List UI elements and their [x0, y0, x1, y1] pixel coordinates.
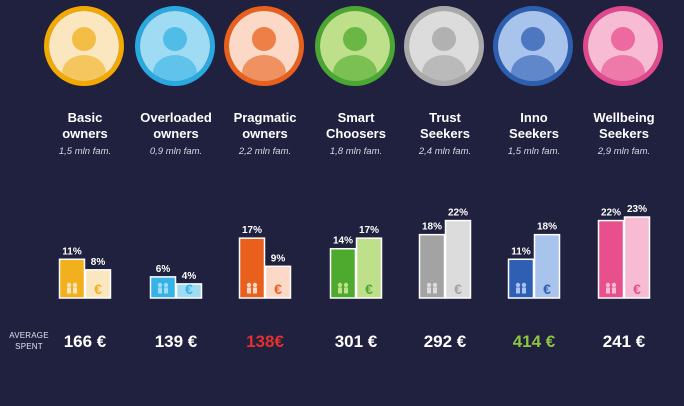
bar-value-label: 17% [242, 225, 262, 236]
segment-avatar [224, 6, 304, 86]
share-bar-owners [58, 258, 86, 299]
bar-value-label: 17% [359, 225, 379, 236]
owner-icon [337, 282, 349, 294]
share-bar-spend [533, 233, 561, 299]
average-spent-value: 139 € [154, 332, 198, 351]
bar-value-label: 4% [182, 271, 197, 282]
svg-text:€: € [365, 281, 373, 297]
bar-value-label: 22% [448, 208, 468, 219]
bar-value-label: 11% [62, 246, 82, 257]
segment-bars: 18% 22% € [400, 190, 490, 302]
share-bar-owners [238, 237, 266, 299]
average-label-line: AVERAGE [9, 331, 49, 340]
segment-column: Overloaded owners 0,9 mln fam. 6% 4% €139 € [131, 0, 221, 406]
owner-icon [246, 282, 258, 294]
segment-bars: 17% 9% € [220, 190, 310, 302]
spent-label-line: SPENT [15, 342, 43, 351]
segment-column: Inno Seekers 1,5 mln fam. 11% 18% €414 € [489, 0, 579, 406]
segment-name: Wellbeing Seekers [593, 110, 655, 141]
svg-text:€: € [94, 281, 102, 297]
euro-icon: € [633, 281, 641, 297]
share-bar-spend [264, 265, 292, 299]
bar-value-label: 14% [333, 236, 353, 247]
segment-families: 1,5 mln fam. [58, 146, 112, 157]
share-bar-spend [355, 237, 383, 299]
euro-icon: € [454, 281, 462, 297]
share-bar-owners [329, 247, 357, 299]
owner-icon [605, 282, 617, 294]
owner-icon [157, 282, 169, 294]
owner-icon [426, 282, 438, 294]
euro-icon: € [94, 281, 102, 297]
average-spent-label: AVERAGE SPENT [0, 330, 58, 352]
bar-value-label: 9% [271, 253, 286, 264]
svg-text:€: € [454, 281, 462, 297]
euro-icon: € [274, 281, 282, 297]
segment-families: 0,9 mln fam. [149, 146, 203, 157]
segment-avatar [404, 6, 484, 86]
segment-avatar [44, 6, 124, 86]
bar-value-label: 23% [627, 204, 647, 215]
segment-avatar [583, 6, 663, 86]
segment-avatar [493, 6, 573, 86]
segment-families: 1,8 mln fam. [329, 146, 383, 157]
segment-name: Trust Seekers [420, 110, 470, 141]
bar-value-label: 18% [422, 222, 442, 233]
segment-bars: 11% 18% € [489, 190, 579, 302]
average-spent-value: 292 € [423, 332, 467, 351]
segment-bars: 22% 23% € [579, 190, 669, 302]
bar-value-label: 18% [537, 222, 557, 233]
svg-text:€: € [185, 281, 193, 297]
svg-text:€: € [274, 281, 282, 297]
segment-column: Pragmatic owners 2,2 mln fam. 17% 9% €138€ [220, 0, 310, 406]
segment-column: Trust Seekers 2,4 mln fam. 18% 22% €292 € [400, 0, 490, 406]
share-bar-spend [175, 283, 203, 299]
segment-bars: 6% 4% € [131, 190, 221, 302]
segment-column: Basic owners 1,5 mln fam. 11% 8% €166 € [40, 0, 130, 406]
bar-value-label: 11% [511, 246, 531, 257]
segment-name: Inno Seekers [509, 110, 559, 141]
share-bar-owners [507, 258, 535, 299]
segment-avatar [315, 6, 395, 86]
owner-icon [66, 282, 78, 294]
segment-bars: 11% 8% € [40, 190, 130, 302]
euro-icon: € [185, 281, 193, 297]
svg-text:€: € [633, 281, 641, 297]
average-spent-value: 138€ [246, 332, 284, 351]
segment-name: Overloaded owners [140, 110, 212, 141]
segment-families: 1,5 mln fam. [507, 146, 561, 157]
average-spent-value: 241 € [602, 332, 646, 351]
euro-icon: € [543, 281, 551, 297]
svg-text:€: € [543, 281, 551, 297]
segment-families: 2,2 mln fam. [238, 146, 292, 157]
segment-name: Pragmatic owners [233, 110, 297, 141]
segment-column: Smart Choosers 1,8 mln fam. 14% 17% €301 € [311, 0, 401, 406]
share-bar-owners [597, 219, 625, 299]
share-bar-spend [84, 269, 112, 299]
share-bar-owners [418, 233, 446, 299]
segment-bars: 14% 17% € [311, 190, 401, 302]
segment-name: Smart Choosers [326, 110, 386, 141]
bar-value-label: 22% [601, 208, 621, 219]
average-spent-value: 414 € [512, 332, 556, 351]
segment-families: 2,4 mln fam. [418, 146, 472, 157]
segment-column: Wellbeing Seekers 2,9 mln fam. 22% 23% €241 … [579, 0, 669, 406]
share-bar-owners [149, 276, 177, 299]
share-bar-spend [623, 216, 651, 299]
segment-avatar [135, 6, 215, 86]
segment-name: Basic owners [62, 110, 108, 141]
segment-families: 2,9 mln fam. [597, 146, 651, 157]
bar-value-label: 8% [91, 257, 106, 268]
euro-icon: € [365, 281, 373, 297]
share-bar-spend [444, 219, 472, 299]
average-spent-value: 166 € [63, 332, 107, 351]
owner-icon [515, 282, 527, 294]
bar-value-label: 6% [156, 264, 171, 275]
average-spent-value: 301 € [334, 332, 378, 351]
